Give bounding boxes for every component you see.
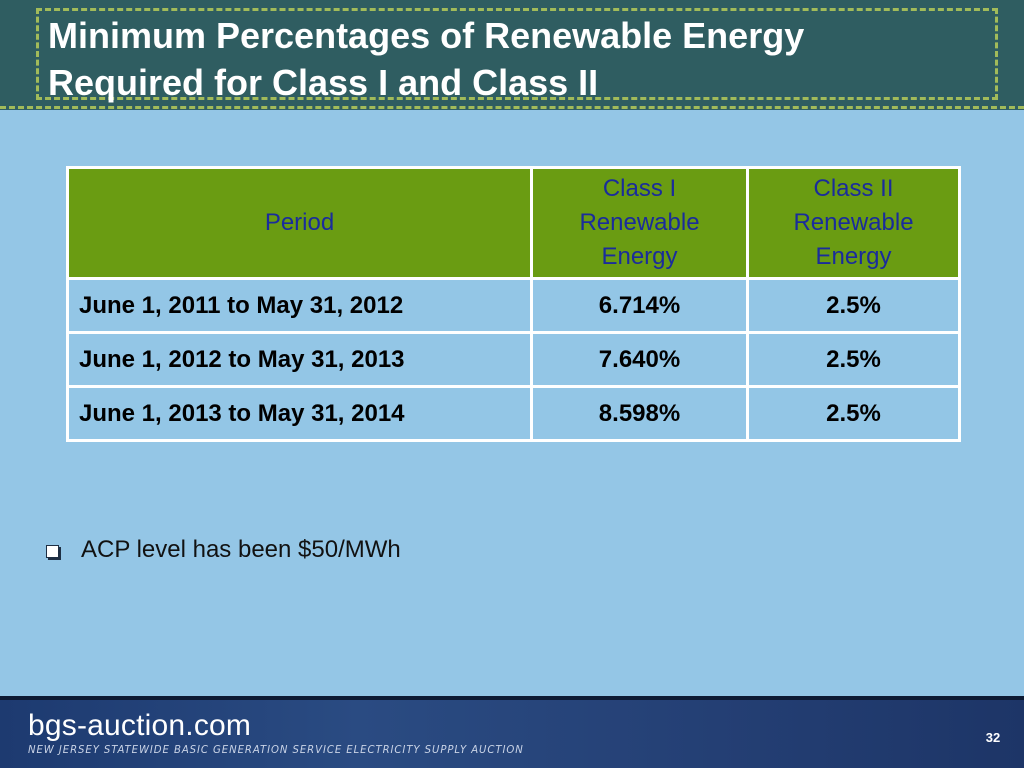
cell-period: June 1, 2012 to May 31, 2013 [66,331,533,388]
footer-brand-logo: bgs-auction.com [28,709,252,742]
cell-class-i: 6.714% [530,277,749,334]
table-row: June 1, 2013 to May 31, 2014 8.598% 2.5% [66,385,961,442]
cell-period: June 1, 2011 to May 31, 2012 [66,277,533,334]
cell-class-ii: 2.5% [746,331,961,388]
bullet-item: ACP level has been $50/MWh [46,534,401,566]
page-number: 32 [985,730,1001,745]
footer-bar: bgs-auction.com NEW JERSEY STATEWIDE BAS… [0,700,1024,768]
renewable-energy-table: Period Class I Renewable Energy Class II… [66,166,961,442]
footer-tagline: NEW JERSEY STATEWIDE BASIC GENERATION SE… [28,743,524,756]
slide-title-line-2: Required for Class I and Class II [48,62,599,103]
slide-title-line-1: Minimum Percentages of Renewable Energy [48,15,805,56]
bullet-text: ACP level has been $50/MWh [81,536,401,563]
title-band [0,0,1024,110]
cell-class-ii: 2.5% [746,277,961,334]
table-row: June 1, 2011 to May 31, 2012 6.714% 2.5% [66,277,961,334]
cell-class-ii: 2.5% [746,385,961,442]
table-header-row: Period Class I Renewable Energy Class II… [66,166,961,280]
header-class-ii: Class II Renewable Energy [746,166,961,280]
footer-divider [0,696,1024,700]
cell-class-i: 8.598% [530,385,749,442]
title-dashed-underline [0,106,1024,109]
header-period: Period [66,166,533,280]
title-dashed-frame [36,8,998,100]
slide-title: Minimum Percentages of Renewable Energy … [48,12,988,106]
square-bullet-icon [46,544,59,558]
header-class-i: Class I Renewable Energy [530,166,749,280]
cell-class-i: 7.640% [530,331,749,388]
table-row: June 1, 2012 to May 31, 2013 7.640% 2.5% [66,331,961,388]
cell-period: June 1, 2013 to May 31, 2014 [66,385,533,442]
